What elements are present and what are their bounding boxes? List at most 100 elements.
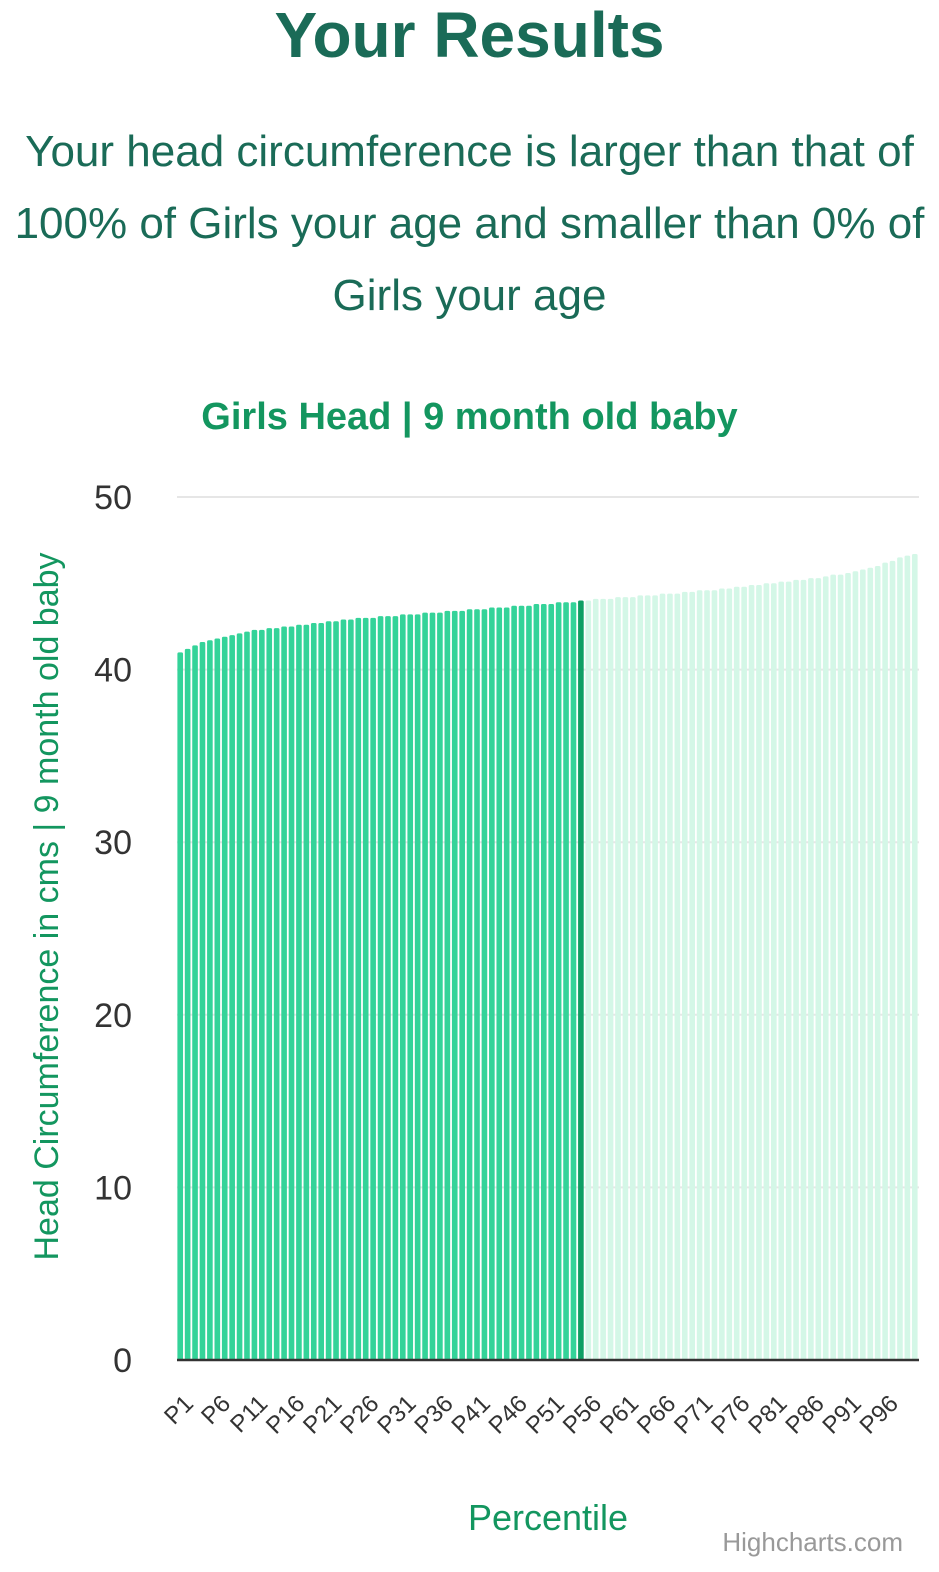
page-title: Your Results xyxy=(274,0,665,71)
bar xyxy=(793,579,799,1360)
bar xyxy=(221,636,228,1360)
y-tick-label: 40 xyxy=(94,652,132,690)
y-axis-ticks: 0 10 20 30 40 50 xyxy=(94,479,132,1380)
bar xyxy=(192,645,198,1360)
bar xyxy=(778,581,785,1360)
bar xyxy=(733,586,740,1360)
bar xyxy=(570,602,577,1360)
bar xyxy=(518,605,525,1360)
bar xyxy=(696,590,703,1360)
bar xyxy=(911,553,918,1360)
bar xyxy=(689,591,695,1360)
y-tick-label: 10 xyxy=(94,1169,132,1207)
bar xyxy=(711,590,718,1360)
bar xyxy=(422,612,428,1360)
bar xyxy=(177,652,184,1360)
bar xyxy=(526,605,532,1360)
bar xyxy=(860,569,866,1360)
bar xyxy=(266,628,273,1360)
bar xyxy=(489,607,495,1360)
bar xyxy=(496,607,503,1360)
y-tick-label: 20 xyxy=(94,997,132,1035)
bar xyxy=(511,605,517,1360)
bar xyxy=(763,583,770,1360)
bar xyxy=(184,648,191,1360)
bar xyxy=(630,597,636,1360)
y-tick-label: 30 xyxy=(94,824,132,862)
bar xyxy=(296,624,302,1360)
bar xyxy=(318,622,324,1360)
bar xyxy=(548,604,555,1360)
bar xyxy=(437,612,443,1360)
bar xyxy=(340,619,347,1360)
bar xyxy=(385,616,391,1360)
x-axis-ticks: P1P6P11P16P21P26P31P36P41P46P51P56P61P66… xyxy=(159,1390,904,1439)
bar xyxy=(444,610,451,1360)
bar xyxy=(592,598,599,1360)
bar xyxy=(652,595,658,1360)
bar xyxy=(837,574,844,1360)
bar xyxy=(830,574,836,1360)
y-tick-label: 0 xyxy=(113,1342,132,1380)
bar xyxy=(244,631,250,1360)
bar xyxy=(281,626,287,1360)
bar xyxy=(726,588,733,1360)
bar xyxy=(377,616,384,1360)
x-axis-label: Percentile xyxy=(468,1497,628,1538)
bar xyxy=(466,609,473,1360)
x-tick-label: P1 xyxy=(159,1390,199,1430)
bar xyxy=(615,597,621,1360)
bar xyxy=(429,612,436,1360)
bar xyxy=(251,629,258,1360)
bar xyxy=(273,628,280,1360)
bar xyxy=(719,588,725,1360)
bar xyxy=(622,597,629,1360)
bar xyxy=(333,621,339,1360)
gridlines xyxy=(177,496,919,1189)
bar xyxy=(540,604,547,1360)
bar xyxy=(459,610,465,1360)
bar xyxy=(889,560,896,1360)
bar xyxy=(637,595,644,1360)
bar xyxy=(288,626,295,1360)
bar xyxy=(674,593,681,1360)
bar xyxy=(874,566,881,1360)
bar xyxy=(808,578,814,1360)
y-tick-label: 50 xyxy=(94,479,132,517)
bar xyxy=(214,638,221,1360)
bar xyxy=(481,609,488,1360)
bar xyxy=(199,641,206,1360)
bar xyxy=(815,578,822,1360)
bar xyxy=(310,622,317,1360)
bar xyxy=(822,576,829,1360)
bar xyxy=(852,571,859,1360)
bar xyxy=(659,593,666,1360)
bar xyxy=(756,585,762,1360)
bar xyxy=(800,579,807,1360)
bar xyxy=(400,614,406,1360)
bar xyxy=(503,607,510,1360)
bar xyxy=(414,614,421,1360)
bar xyxy=(681,591,688,1360)
bar xyxy=(325,621,332,1360)
bar xyxy=(785,581,792,1360)
bar xyxy=(845,572,851,1360)
bar xyxy=(533,604,540,1360)
bar xyxy=(904,555,911,1360)
bar xyxy=(563,602,569,1360)
bar xyxy=(229,635,235,1360)
bar xyxy=(259,629,265,1360)
bar xyxy=(867,567,874,1360)
bar xyxy=(236,633,243,1360)
bar xyxy=(771,583,777,1360)
bar xyxy=(348,619,354,1360)
bar xyxy=(585,600,592,1360)
y-axis-label: Head Circumference in cms | 9 month old … xyxy=(28,552,66,1260)
bar xyxy=(451,610,458,1360)
bar xyxy=(882,562,888,1360)
bar xyxy=(897,557,903,1360)
chart-title: Girls Head | 9 month old baby xyxy=(201,396,738,438)
credits-link[interactable]: Highcharts.com xyxy=(722,1527,903,1557)
bar xyxy=(407,614,414,1360)
x-tick-label: P96 xyxy=(855,1390,904,1439)
